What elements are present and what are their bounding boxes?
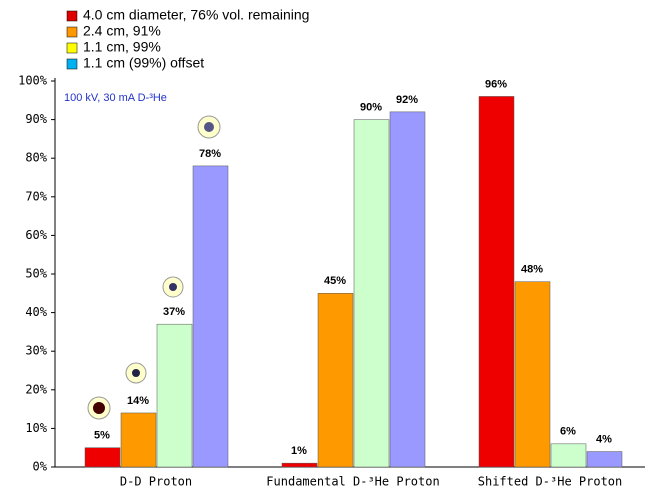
bar — [84, 447, 121, 468]
icon — [169, 283, 177, 291]
value-label: 92% — [396, 94, 418, 106]
legend-label: 1.1 cm, 99% — [83, 39, 161, 55]
bar — [192, 165, 229, 468]
legend-label: 2.4 cm, 91% — [83, 23, 161, 39]
bar — [353, 119, 390, 468]
value-label: 96% — [485, 78, 507, 90]
y-tick-label: 90% — [25, 112, 47, 126]
y-tick-label: 60% — [25, 228, 47, 242]
x-tick-label: Fundamental D-³He Proton — [266, 475, 439, 489]
x-tick-label: Shifted D-³He Proton — [478, 475, 623, 489]
value-label: 4% — [596, 433, 612, 445]
y-tick-label: 20% — [25, 382, 47, 396]
value-label: 48% — [521, 264, 543, 276]
annotation: 100 kV, 30 mA D-³He — [64, 92, 167, 104]
y-tick-label: 0% — [33, 460, 48, 474]
bar — [514, 281, 551, 468]
y-tick-label: 70% — [25, 189, 47, 203]
icon — [132, 369, 140, 377]
icon — [204, 122, 214, 132]
legend-label: 1.1 cm (99%) offset — [83, 55, 204, 71]
value-label: 1% — [291, 445, 307, 457]
icon — [93, 402, 105, 414]
value-label: 78% — [199, 148, 221, 160]
value-label: 5% — [94, 430, 110, 442]
y-tick-label: 100% — [18, 74, 48, 88]
bar — [478, 96, 515, 468]
bar — [586, 451, 623, 468]
y-tick-label: 80% — [25, 151, 47, 165]
bar — [156, 323, 193, 468]
icons — [87, 115, 221, 420]
legend-swatch — [66, 42, 78, 54]
x-tick-label: D-D Proton — [120, 475, 192, 489]
legend-label: 4.0 cm diameter, 76% vol. remaining — [83, 7, 309, 23]
value-label: 90% — [360, 102, 382, 114]
y-tick-label: 40% — [25, 305, 47, 319]
bar — [120, 412, 157, 468]
bar — [389, 111, 426, 468]
bar — [281, 462, 318, 468]
y-tick-label: 50% — [25, 267, 47, 281]
bar — [550, 443, 587, 468]
y-tick-label: 10% — [25, 421, 47, 435]
y-tick-label: 30% — [25, 344, 47, 358]
value-label: 37% — [163, 306, 185, 318]
legend-swatch — [66, 10, 78, 22]
legend-swatch — [66, 26, 78, 38]
value-label: 14% — [127, 395, 149, 407]
bar — [317, 293, 354, 468]
value-label: 6% — [560, 426, 576, 438]
legend-swatch — [66, 58, 78, 70]
value-label: 45% — [324, 275, 346, 287]
